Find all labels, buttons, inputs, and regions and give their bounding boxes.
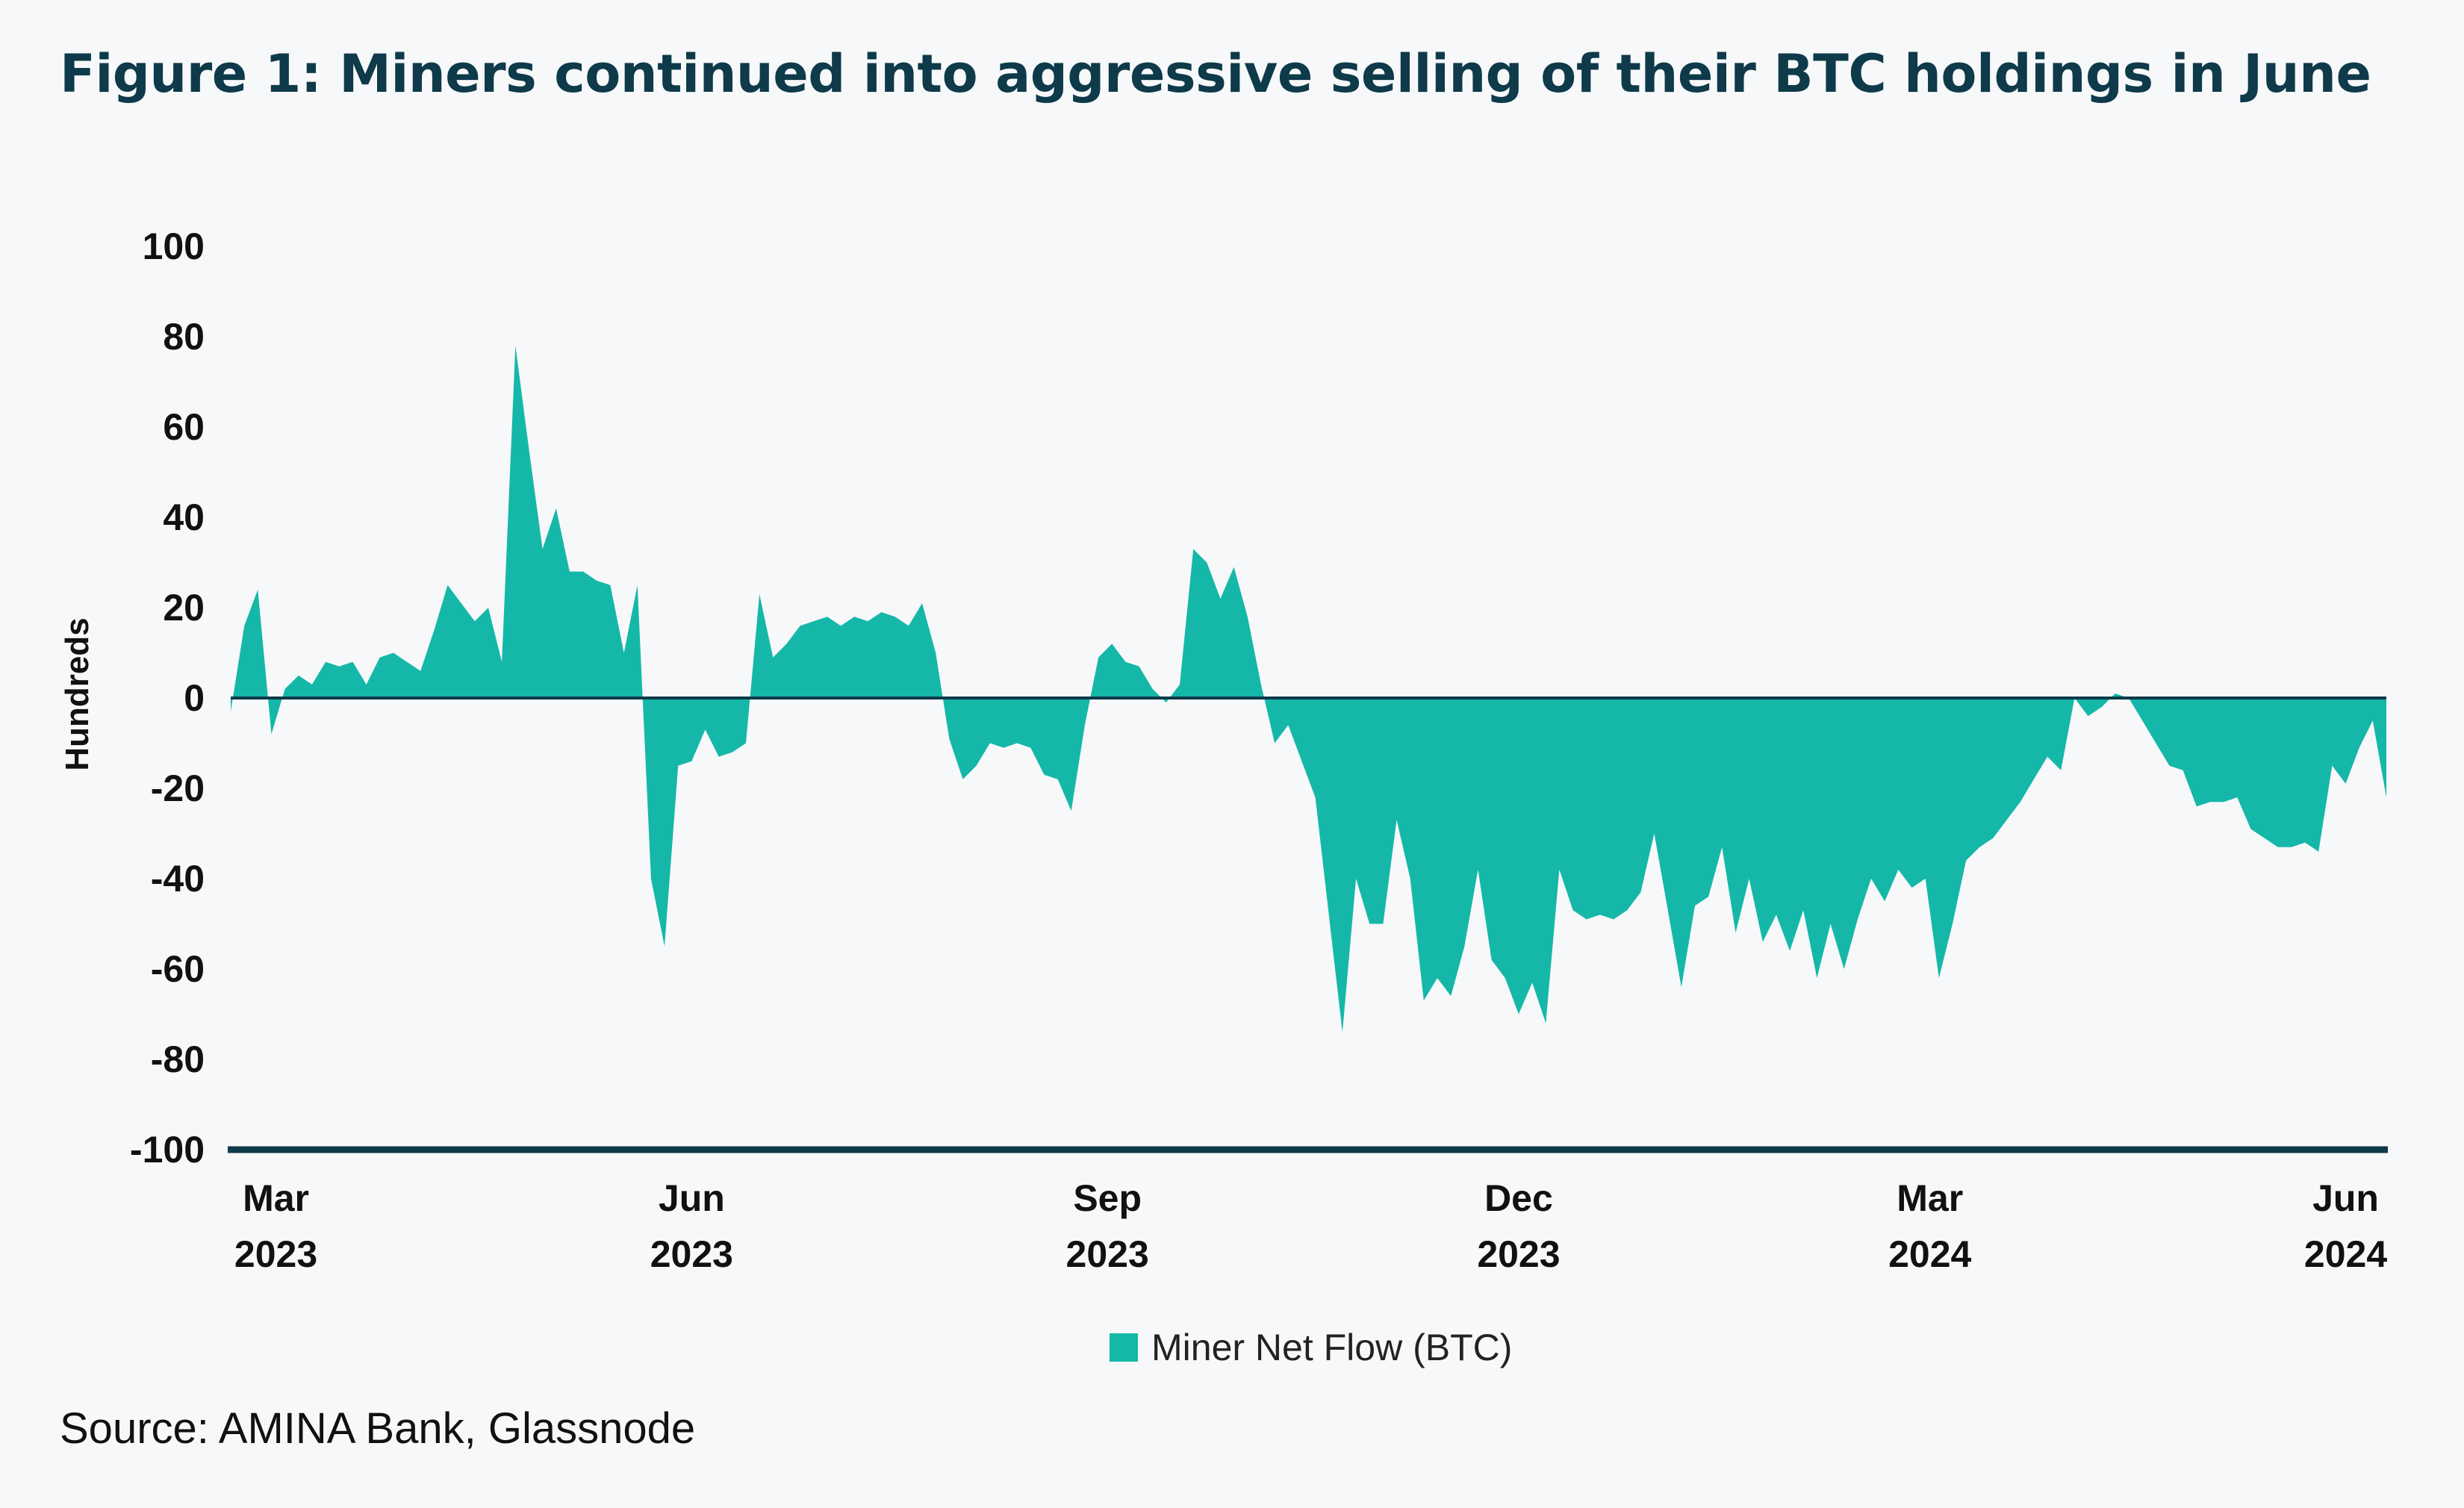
y-axis-label: Hundreds: [59, 617, 96, 770]
y-axis-ticks: 100 80 60 40 20 0 -20 -40 -60 -80 -100: [130, 225, 205, 1171]
x-tick-month: Mar: [1897, 1177, 1963, 1219]
legend: Miner Net Flow (BTC): [1110, 1327, 1512, 1368]
series-area-miner-net-flow: [231, 346, 2386, 1032]
legend-swatch: [1110, 1333, 1138, 1362]
y-tick-label: 60: [163, 406, 205, 448]
x-tick-year: 2023: [650, 1233, 733, 1275]
y-tick-label: 20: [163, 587, 205, 629]
x-tick-year: 2023: [1477, 1233, 1560, 1275]
x-tick-month: Mar: [243, 1177, 309, 1219]
y-tick-label: -100: [130, 1129, 205, 1171]
x-tick-month: Dec: [1484, 1177, 1553, 1219]
y-tick-label: -80: [151, 1038, 205, 1080]
x-tick-year: 2024: [2304, 1233, 2387, 1275]
x-axis-ticks: Mar 2023 Jun 2023 Sep 2023 Dec 2023 Mar 2024 Jun 20…: [234, 1177, 2387, 1275]
legend-label: Miner Net Flow (BTC): [1151, 1327, 1512, 1368]
y-tick-label: -40: [151, 858, 205, 900]
y-tick-label: -20: [151, 767, 205, 809]
y-tick-label: 100: [143, 225, 205, 267]
source-note: Source: AMINA Bank, Glassnode: [60, 1404, 696, 1453]
chart-title: Figure 1: Miners continued into aggressi…: [60, 43, 2371, 105]
x-tick-month: Sep: [1073, 1177, 1142, 1219]
x-tick-month: Jun: [2312, 1177, 2379, 1219]
y-tick-label: 40: [163, 496, 205, 538]
x-tick-year: 2023: [234, 1233, 317, 1275]
x-tick-year: 2024: [1888, 1233, 1971, 1275]
y-tick-label: 0: [184, 677, 205, 719]
y-tick-label: -60: [151, 948, 205, 990]
y-tick-label: 80: [163, 316, 205, 358]
x-tick-year: 2023: [1066, 1233, 1149, 1275]
x-tick-month: Jun: [659, 1177, 725, 1219]
